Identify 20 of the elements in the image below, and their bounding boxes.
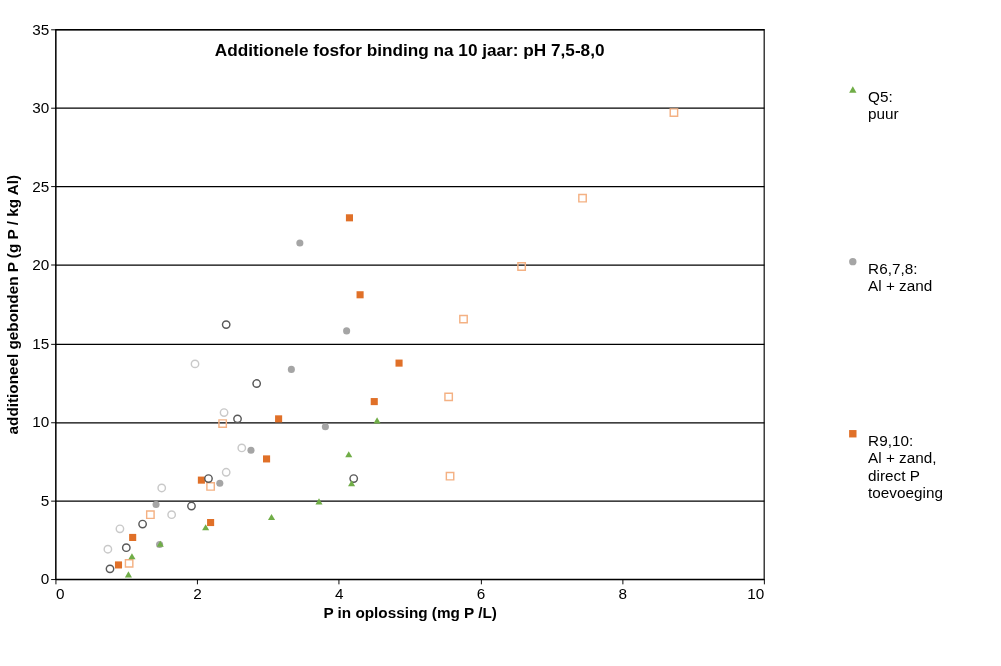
y-tick-label: 15 bbox=[32, 334, 50, 352]
y-tick-label: 35 bbox=[32, 20, 50, 38]
text: Additionele fosfor binding na 10 jaar: pH 7,5-8,0 bbox=[214, 40, 605, 61]
x-tick-label: 0 bbox=[55, 584, 65, 602]
y-tick-label: 5 bbox=[40, 491, 50, 509]
legend-label: R6,7,8: Al + zand bbox=[868, 260, 933, 295]
x-tick-label: 10 bbox=[747, 584, 765, 602]
x-tick-label: 6 bbox=[476, 584, 486, 602]
y-tick-label: 20 bbox=[32, 256, 50, 274]
x-axis-title: P in oplossing (mg P /L) bbox=[323, 603, 497, 621]
legend-label: R9,10: Al + zand, direct P toevoeging bbox=[868, 432, 943, 501]
y-tick-label: 25 bbox=[32, 177, 50, 195]
x-tick-label: 4 bbox=[335, 584, 345, 602]
x-tick-label: 8 bbox=[618, 584, 627, 602]
x-tick-label: 2 bbox=[193, 584, 202, 602]
y-tick-label: 0 bbox=[40, 570, 50, 588]
legend-label: Q5: puur bbox=[868, 88, 899, 123]
y-axis-title: additioneel gebonden P (g P / kg Al) bbox=[3, 174, 21, 435]
y-tick-label: 30 bbox=[32, 99, 50, 117]
y-tick-label: 10 bbox=[32, 413, 50, 431]
